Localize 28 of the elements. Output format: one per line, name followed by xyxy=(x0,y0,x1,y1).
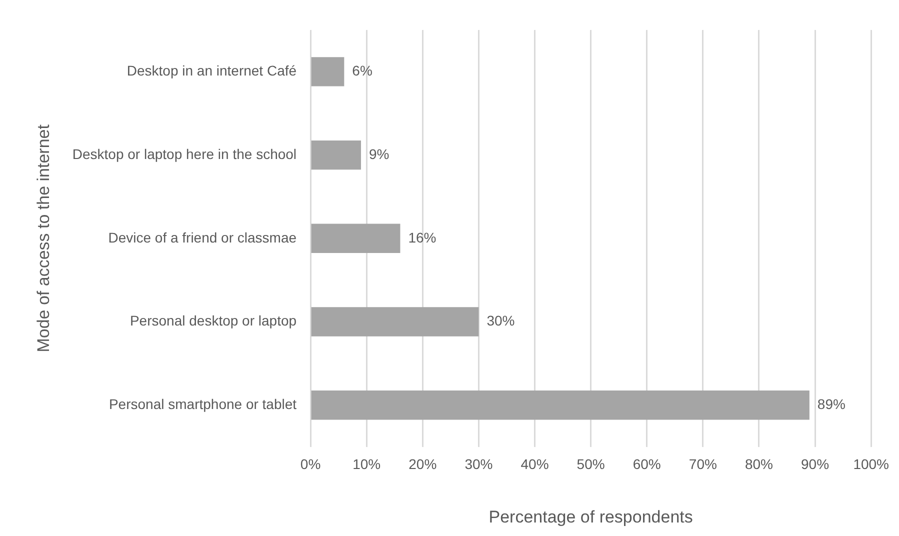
x-tick-label: 30% xyxy=(464,456,493,472)
x-tick-label: 60% xyxy=(632,456,661,472)
bar xyxy=(311,390,810,420)
data-label: 30% xyxy=(486,312,515,329)
x-tick-label: 20% xyxy=(408,456,437,472)
x-axis-title: Percentage of respondents xyxy=(488,507,693,526)
data-label: 6% xyxy=(352,62,372,79)
x-tick-label: 10% xyxy=(352,456,381,472)
x-tick-label: 100% xyxy=(853,456,890,472)
y-axis-title: Mode of access to the internet xyxy=(34,124,53,352)
x-tick-label: 90% xyxy=(801,456,830,472)
data-label: 9% xyxy=(368,146,390,162)
y-tick-label: Desktop or laptop here in the school xyxy=(72,146,297,162)
bar xyxy=(311,307,479,336)
bar xyxy=(311,224,400,253)
bar xyxy=(311,57,344,86)
y-tick-label: Personal desktop or laptop xyxy=(130,312,297,329)
x-tick-label: 70% xyxy=(688,456,717,472)
x-tick-label: 40% xyxy=(520,456,549,472)
y-tick-label: Personal smartphone or tablet xyxy=(108,396,297,412)
data-label: 16% xyxy=(408,229,436,246)
y-tick-label: Desktop in an internet Café xyxy=(126,62,297,79)
x-tick-label: 80% xyxy=(744,456,773,472)
x-tick-label: 50% xyxy=(576,456,605,472)
data-label: 89% xyxy=(817,396,846,412)
y-tick-label: Device of a friend or classmae xyxy=(108,229,297,246)
x-tick-label: 0% xyxy=(300,456,321,472)
bar xyxy=(311,140,361,170)
